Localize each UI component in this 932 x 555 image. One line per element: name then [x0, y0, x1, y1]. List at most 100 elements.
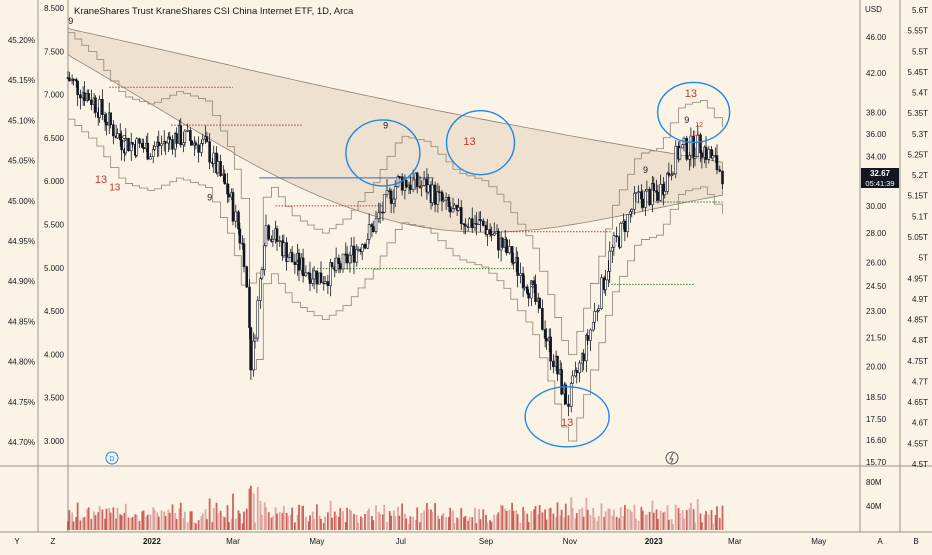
right-price-tick: 21.50 [866, 334, 887, 343]
auto-scale-button[interactable]: A [877, 537, 883, 546]
volume-bar [497, 512, 500, 530]
volume-bar [355, 514, 358, 530]
volume-bar [534, 506, 537, 530]
volume-bar [115, 518, 118, 530]
volume-bar [79, 520, 82, 530]
volume-bar [556, 502, 559, 530]
candle-body [179, 125, 183, 146]
volume-bar [409, 516, 412, 530]
volume-bar [648, 511, 651, 530]
candle-body [256, 300, 260, 339]
left-percent-tick: 45.05% [8, 157, 35, 166]
candle-body [278, 240, 282, 243]
volume-bar [344, 521, 347, 530]
dividend-event-icon[interactable] [105, 451, 119, 465]
candle-body [349, 245, 353, 256]
candle-body [319, 272, 323, 283]
right-price-tick: 15.70 [866, 458, 887, 467]
candle-body [674, 145, 678, 175]
volume-bar [574, 518, 577, 530]
volume-bar [282, 506, 285, 530]
candle-body [94, 97, 97, 113]
right-price-tick: 34.00 [866, 152, 887, 161]
candle-body [190, 140, 194, 146]
log-scale-button[interactable]: B [913, 537, 918, 546]
candle-body [315, 270, 319, 285]
volume-bar [463, 517, 465, 530]
volume-bar [703, 514, 706, 530]
candle-body [259, 278, 262, 301]
volume-bar [405, 518, 408, 530]
volume-bar [186, 522, 189, 530]
left-percent-tick: 44.75% [8, 398, 35, 407]
far-right-tick: 5.45T [908, 68, 929, 77]
candle-body [604, 279, 607, 291]
left-percent-tick: 45.15% [8, 76, 35, 85]
volume-bar [215, 502, 218, 530]
candle-body [663, 191, 667, 196]
volume-bar [379, 513, 382, 530]
volume-bar [112, 507, 115, 530]
volume-bar [696, 499, 699, 530]
volume-bar [335, 515, 338, 530]
price-badge [861, 168, 899, 188]
candle-body [534, 284, 537, 303]
volume-bar [326, 512, 329, 530]
volume-bar [267, 512, 270, 530]
candle-body [678, 147, 682, 160]
far-right-tick: 4.55T [908, 439, 929, 448]
left-price-tick: 5.000 [44, 264, 65, 273]
far-right-tick: 4.95T [908, 274, 929, 283]
candle-body [142, 147, 145, 150]
volume-bar [581, 507, 584, 530]
z-axis-toggle[interactable]: Z [51, 537, 56, 546]
volume-bar [222, 516, 225, 530]
volume-bar [656, 518, 659, 530]
volume-bar [135, 514, 138, 530]
left-percent-tick: 44.70% [8, 438, 35, 447]
candle-body [644, 190, 647, 208]
volume-bar [171, 504, 174, 530]
candle-body [374, 218, 378, 233]
candle-body [367, 224, 371, 240]
volume-bar [227, 522, 230, 530]
candle-body [629, 211, 632, 215]
volume-bar [322, 522, 325, 530]
candle-body [263, 245, 266, 271]
right-price-tick: 20.00 [866, 362, 887, 371]
candle-body [226, 183, 229, 195]
candle-body [304, 272, 308, 277]
volume-bar [281, 512, 284, 530]
time-tick: Nov [563, 537, 577, 546]
y-axis-toggle[interactable]: Y [14, 537, 20, 546]
dotted-levels [109, 86, 723, 285]
time-tick: May [811, 537, 826, 546]
volume-bar [397, 506, 399, 530]
candle-body [470, 218, 474, 229]
time-tick: Mar [728, 537, 742, 546]
candle-body [486, 229, 489, 235]
time-tick: Mar [226, 537, 240, 546]
candle-body [183, 130, 187, 144]
candle-body [398, 176, 401, 178]
volume-bar [442, 512, 445, 530]
volume-bar [333, 511, 336, 530]
volume-bar [629, 509, 632, 530]
volume-bar [300, 505, 303, 530]
time-tick: Jul [396, 537, 406, 546]
volume-bar [94, 515, 97, 530]
volume-bar [219, 510, 222, 530]
volume-bar [296, 514, 299, 530]
candle-body [201, 139, 205, 144]
candle-body [641, 198, 645, 208]
sequential-13-marker: 13 [463, 136, 475, 148]
volume-bar [633, 504, 636, 530]
volume-bar [637, 520, 640, 530]
left-percent-tick: 44.85% [8, 317, 35, 326]
lightning-event-icon[interactable] [665, 451, 679, 465]
volume-bar [445, 517, 448, 530]
far-right-tick: 5.2T [912, 171, 928, 180]
far-right-tick: 4.7T [912, 377, 928, 386]
volume-bar [75, 516, 78, 530]
volume-bar [716, 506, 718, 530]
